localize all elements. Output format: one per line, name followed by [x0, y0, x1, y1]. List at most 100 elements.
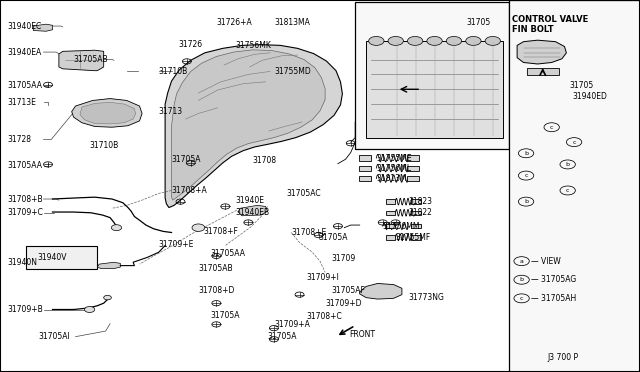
Circle shape — [111, 225, 122, 231]
Text: c: c — [520, 296, 524, 301]
Text: 31705AB: 31705AB — [198, 264, 233, 273]
Text: — 31705AH: — 31705AH — [531, 294, 577, 303]
Text: 31813MA: 31813MA — [274, 18, 310, 27]
Circle shape — [84, 307, 95, 312]
Text: 31813M: 31813M — [376, 174, 407, 183]
Text: 31755MF: 31755MF — [396, 233, 431, 242]
Polygon shape — [517, 40, 566, 64]
Text: 31728: 31728 — [8, 135, 32, 144]
Text: 31823: 31823 — [408, 197, 433, 206]
Text: b: b — [524, 151, 528, 156]
Text: 31710B: 31710B — [90, 141, 119, 150]
Text: 31705AB: 31705AB — [74, 55, 108, 64]
Circle shape — [408, 36, 423, 45]
Polygon shape — [238, 205, 268, 216]
Text: FIN BOLT: FIN BOLT — [512, 25, 554, 34]
Bar — [412, 224, 421, 228]
Bar — [385, 235, 396, 240]
Text: 31705AA: 31705AA — [8, 81, 43, 90]
Text: 31705A: 31705A — [319, 233, 348, 242]
Text: b: b — [524, 199, 528, 204]
Text: 31705AI: 31705AI — [38, 332, 70, 341]
Text: 31705AA: 31705AA — [8, 161, 43, 170]
Circle shape — [446, 36, 461, 45]
Circle shape — [466, 36, 481, 45]
Text: J3 700 P: J3 700 P — [547, 353, 579, 362]
Text: 31773NG: 31773NG — [408, 293, 444, 302]
Text: 31705AC: 31705AC — [287, 189, 321, 198]
Text: 31713: 31713 — [159, 107, 183, 116]
Text: — 31705AG: — 31705AG — [531, 275, 577, 284]
Circle shape — [192, 224, 205, 231]
Text: 31940EC: 31940EC — [8, 22, 42, 31]
Bar — [412, 211, 421, 215]
Text: 31940ED: 31940ED — [573, 92, 607, 101]
Text: CONTROL VALVE: CONTROL VALVE — [512, 15, 588, 24]
Text: 31756ML: 31756ML — [376, 164, 412, 173]
Text: 31709+D: 31709+D — [325, 299, 362, 308]
Bar — [509, 0, 640, 372]
Text: 31756MM: 31756MM — [383, 222, 420, 231]
Bar — [407, 176, 419, 181]
Circle shape — [104, 295, 111, 300]
Text: c: c — [572, 140, 576, 145]
Text: 31726: 31726 — [178, 40, 202, 49]
Polygon shape — [165, 45, 342, 208]
Text: 31726+A: 31726+A — [216, 18, 252, 27]
Text: FRONT: FRONT — [349, 330, 375, 339]
Text: c: c — [524, 173, 528, 178]
Text: 31705: 31705 — [466, 18, 490, 27]
Text: 31710B: 31710B — [159, 67, 188, 76]
Text: 31705: 31705 — [570, 81, 594, 90]
Text: 31713E: 31713E — [8, 98, 36, 107]
Text: 31709+E: 31709+E — [159, 240, 194, 249]
Polygon shape — [360, 283, 402, 299]
Text: 31940E: 31940E — [236, 196, 264, 205]
Text: 31940EB: 31940EB — [236, 208, 269, 217]
Text: 31756MK: 31756MK — [236, 41, 271, 50]
Text: 31755ME: 31755ME — [376, 154, 412, 163]
Text: a: a — [520, 259, 524, 264]
Text: 31705AF: 31705AF — [332, 286, 365, 295]
Text: 31708+C: 31708+C — [306, 312, 342, 321]
Bar — [385, 224, 396, 228]
Text: 31709+I: 31709+I — [306, 273, 339, 282]
Bar — [359, 176, 371, 181]
Polygon shape — [72, 99, 142, 127]
Polygon shape — [80, 102, 136, 124]
Text: 31755MD: 31755MD — [274, 67, 310, 76]
Text: 31708+F: 31708+F — [204, 227, 238, 236]
Bar — [412, 199, 421, 204]
Text: 31709: 31709 — [332, 254, 356, 263]
Bar — [385, 199, 396, 204]
Text: c: c — [566, 188, 570, 193]
Bar — [355, 2, 509, 149]
Text: 31708+B: 31708+B — [8, 195, 44, 203]
Circle shape — [369, 36, 384, 45]
Text: 31708+D: 31708+D — [198, 286, 235, 295]
Bar — [385, 211, 396, 215]
Text: 31709+C: 31709+C — [8, 208, 44, 217]
Text: b: b — [520, 277, 524, 282]
Text: 31708+E: 31708+E — [291, 228, 326, 237]
Bar — [407, 155, 419, 161]
Bar — [412, 235, 421, 240]
Polygon shape — [33, 24, 52, 31]
Text: 31822: 31822 — [408, 208, 432, 217]
Text: 31940V: 31940V — [37, 253, 67, 262]
Bar — [527, 68, 559, 75]
Bar — [407, 166, 419, 171]
Text: 31940EA: 31940EA — [8, 48, 42, 57]
Text: 31705A: 31705A — [268, 332, 297, 341]
Text: 31705A: 31705A — [172, 155, 201, 164]
Bar — [26, 246, 97, 269]
Polygon shape — [366, 41, 503, 138]
Text: — VIEW: — VIEW — [531, 257, 561, 266]
Circle shape — [427, 36, 442, 45]
Text: 31709+B: 31709+B — [8, 305, 44, 314]
Text: 31708: 31708 — [253, 156, 277, 165]
Polygon shape — [172, 50, 325, 200]
Text: b: b — [566, 162, 570, 167]
Text: 31705A: 31705A — [210, 311, 239, 320]
Bar — [359, 166, 371, 171]
